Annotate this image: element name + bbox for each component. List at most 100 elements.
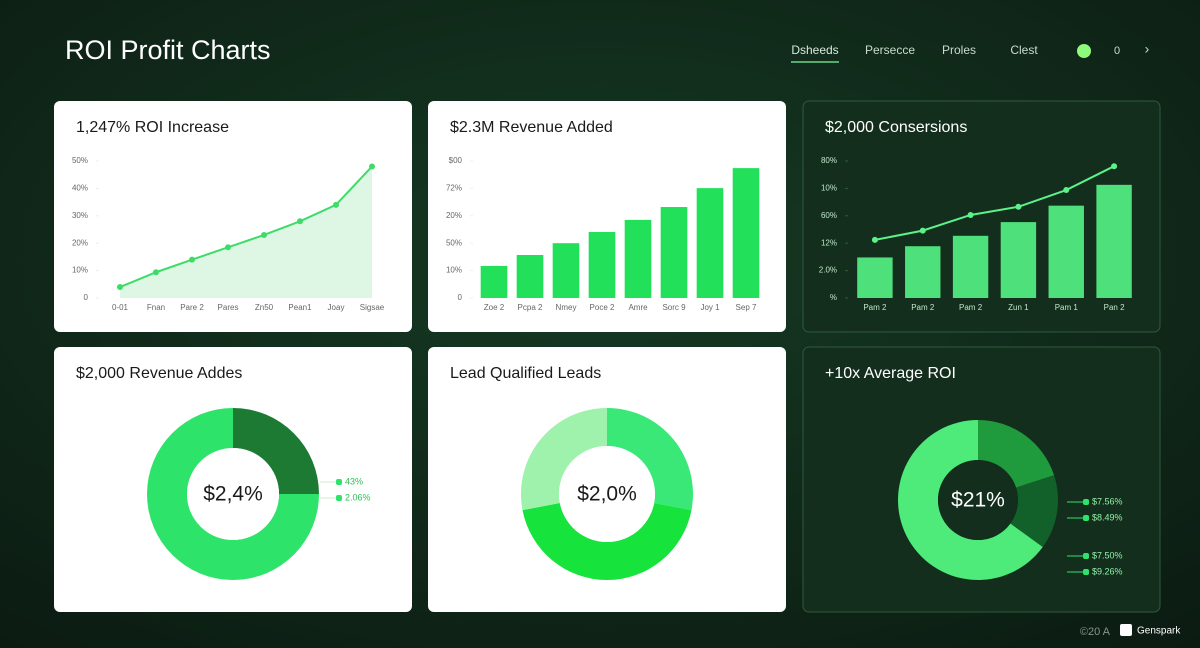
point: [297, 218, 303, 225]
x-tick-label: Pares: [218, 303, 239, 312]
legend-swatch: [1083, 515, 1089, 521]
point: [189, 256, 195, 263]
card-title: $2.3M Revenue Added: [450, 119, 613, 136]
x-tick-label: Pam 1: [1055, 303, 1079, 312]
bar: [660, 207, 688, 298]
y-tick-label: 50%: [72, 156, 88, 165]
legend-swatch: [1083, 499, 1089, 505]
y-tick-label: 10%: [72, 266, 88, 275]
x-tick-label: Pcpa 2: [518, 303, 543, 312]
y-tick-label: 0: [458, 293, 463, 302]
point: [153, 269, 159, 276]
point: [919, 227, 926, 234]
legend-label: $9.26%: [1092, 566, 1123, 576]
point: [871, 236, 878, 243]
y-tick-label: 50%: [446, 238, 462, 247]
y-tick-label: 60%: [821, 211, 837, 220]
pie-hole: [559, 446, 655, 542]
point: [1063, 187, 1070, 194]
y-tick-label: 10%: [821, 184, 837, 193]
y-tick-label: 12%: [821, 238, 837, 247]
legend-label: $7.56%: [1092, 496, 1123, 506]
pie-hole: [187, 448, 279, 540]
status-dot: [1077, 44, 1091, 58]
legend-swatch: [1083, 569, 1089, 575]
pie-slice: [233, 408, 319, 494]
legend-label: 43%: [345, 476, 363, 486]
x-tick-label: Zoe 2: [484, 303, 505, 312]
center-label: $21%: [951, 489, 1005, 512]
legend-label: $7.50%: [1092, 550, 1123, 560]
x-tick-label: Joay: [328, 303, 345, 312]
x-tick-label: Joy 1: [700, 303, 720, 312]
card-title: $2,000 Revenue Addes: [76, 365, 242, 382]
y-tick-label: 2.0%: [819, 266, 837, 275]
pie-slice: [898, 420, 1043, 580]
bar: [1000, 222, 1037, 298]
page-title: ROI Profit Charts: [65, 35, 271, 65]
nav-item[interactable]: Proles: [942, 43, 976, 57]
y-tick-label: 20%: [72, 238, 88, 247]
line: [874, 165, 1115, 241]
bar: [480, 265, 508, 298]
x-tick-label: Zun 1: [1008, 303, 1029, 312]
bar: [952, 235, 989, 298]
bar: [732, 168, 760, 298]
x-tick-label: Pam 2: [863, 303, 887, 312]
nav-arrow[interactable]: ›: [1145, 41, 1150, 57]
pie-hole: [938, 460, 1018, 540]
legend-swatch: [336, 495, 342, 501]
bar: [588, 231, 616, 298]
card-title: 1,247% ROI Increase: [76, 119, 229, 136]
x-tick-label: Pare 2: [180, 303, 204, 312]
line: [119, 165, 373, 288]
bar: [1096, 184, 1132, 298]
y-tick-label: 20%: [446, 211, 462, 220]
x-tick-label: Pam 2: [911, 303, 935, 312]
bar: [696, 188, 724, 298]
center-label: $2,4%: [203, 483, 263, 506]
point: [1111, 163, 1118, 170]
nav-item[interactable]: 0: [1114, 45, 1120, 57]
bar: [905, 246, 941, 298]
bar: [857, 257, 893, 298]
x-tick-label: Amre: [628, 303, 648, 312]
x-tick-label: Pan 2: [1104, 303, 1125, 312]
brand: Genspark: [1137, 626, 1181, 637]
card-title: Lead Qualified Leads: [450, 365, 601, 382]
pie-slice: [978, 420, 1055, 488]
point: [967, 211, 974, 218]
y-tick-label: %: [830, 293, 837, 302]
point: [333, 201, 339, 208]
x-tick-label: Sigsae: [360, 303, 385, 312]
nav-item[interactable]: Persecce: [865, 43, 915, 57]
x-tick-label: 0-01: [112, 303, 129, 312]
point: [261, 231, 267, 238]
point: [369, 163, 375, 170]
bar: [552, 243, 580, 298]
x-tick-label: Pean1: [288, 303, 312, 312]
pie-slice: [522, 502, 692, 580]
x-tick-label: Sorc 9: [662, 303, 686, 312]
legend-swatch: [336, 479, 342, 485]
card-title: +10x Average ROI: [825, 365, 956, 382]
y-tick-label: 10%: [446, 266, 462, 275]
nav-item[interactable]: Dsheeds: [791, 43, 838, 57]
pie-slice: [147, 408, 319, 580]
x-tick-label: Nmey: [556, 303, 577, 312]
x-tick-label: Fnan: [147, 303, 165, 312]
y-tick-label: 0: [84, 293, 89, 302]
bar: [624, 219, 652, 298]
x-tick-label: Zn50: [255, 303, 274, 312]
copyright: ©20 A: [1080, 626, 1111, 638]
x-tick-label: Poce 2: [590, 303, 615, 312]
legend-label: 2.06%: [345, 492, 371, 502]
x-tick-label: Pam 2: [959, 303, 983, 312]
area: [120, 166, 372, 298]
card-title: $2,000 Consersions: [825, 119, 967, 136]
point: [225, 244, 231, 251]
y-tick-label: 40%: [72, 184, 88, 193]
nav-item[interactable]: Clest: [1010, 43, 1038, 57]
